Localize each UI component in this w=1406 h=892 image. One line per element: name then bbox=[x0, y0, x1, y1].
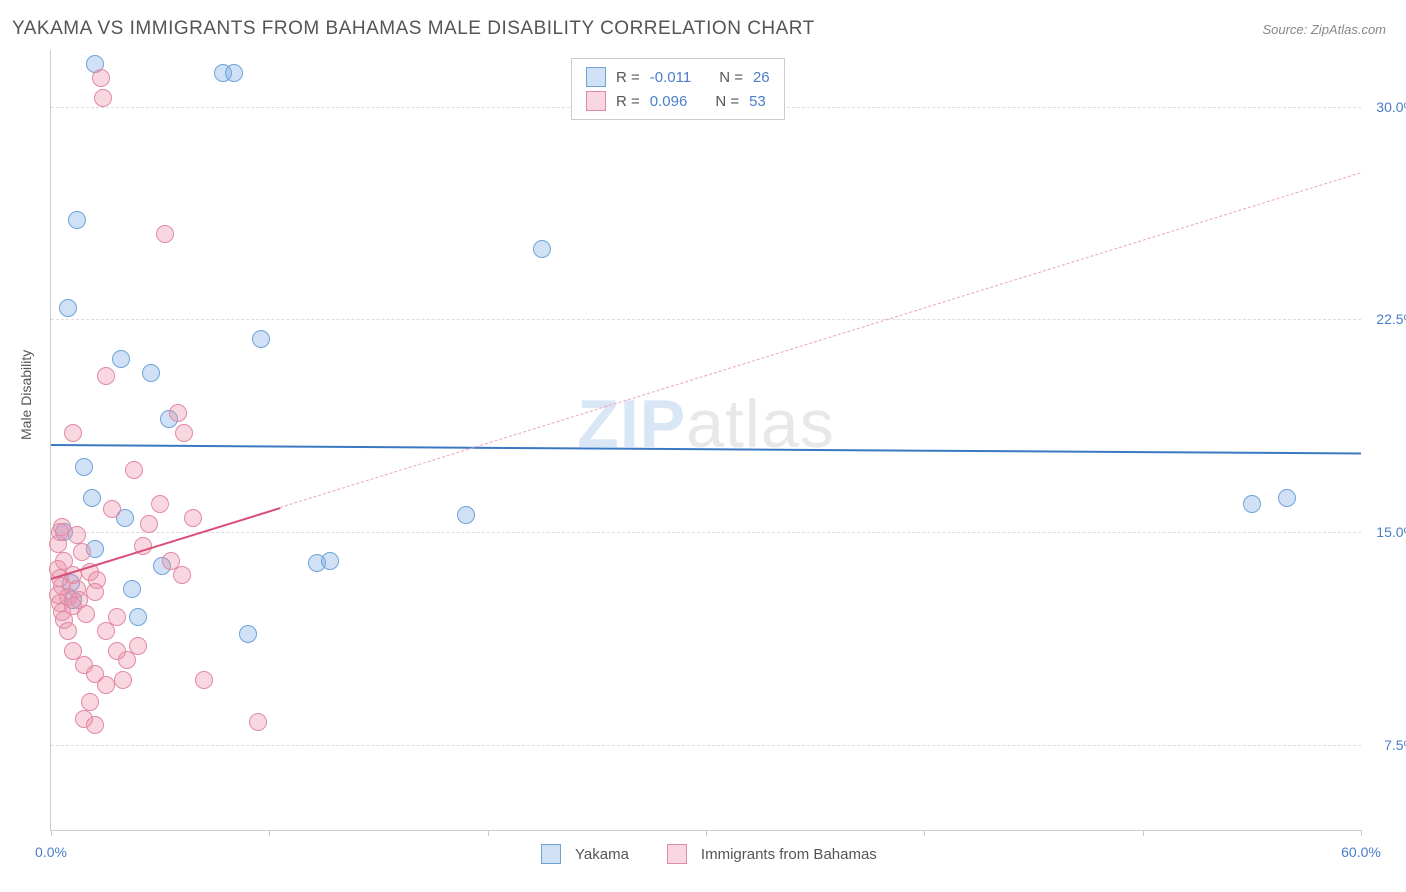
trend-line bbox=[280, 172, 1361, 508]
legend-swatch-bahamas bbox=[586, 91, 606, 111]
legend-row-yakama: R = -0.011 N = 26 bbox=[586, 65, 770, 89]
data-point bbox=[195, 671, 213, 689]
data-point bbox=[142, 364, 160, 382]
y-tick-label: 7.5% bbox=[1384, 737, 1406, 753]
data-point bbox=[92, 69, 110, 87]
x-tick-label: 60.0% bbox=[1341, 844, 1381, 860]
n-value-yakama: 26 bbox=[753, 69, 770, 86]
data-point bbox=[68, 211, 86, 229]
data-point bbox=[252, 330, 270, 348]
x-tick bbox=[1143, 830, 1144, 836]
data-point bbox=[86, 716, 104, 734]
data-point bbox=[129, 637, 147, 655]
data-point bbox=[169, 404, 187, 422]
y-tick-label: 30.0% bbox=[1376, 99, 1406, 115]
y-tick-label: 15.0% bbox=[1376, 524, 1406, 540]
data-point bbox=[173, 566, 191, 584]
watermark: ZIPatlas bbox=[577, 385, 834, 463]
data-point bbox=[321, 552, 339, 570]
data-point bbox=[175, 424, 193, 442]
data-point bbox=[75, 458, 93, 476]
gridline bbox=[51, 319, 1361, 320]
data-point bbox=[108, 642, 126, 660]
data-point bbox=[225, 64, 243, 82]
data-point bbox=[249, 713, 267, 731]
data-point bbox=[123, 580, 141, 598]
data-point bbox=[184, 509, 202, 527]
data-point bbox=[1278, 489, 1296, 507]
correlation-legend: R = -0.011 N = 26 R = 0.096 N = 53 bbox=[571, 58, 785, 120]
gridline bbox=[51, 532, 1361, 533]
gridline bbox=[51, 745, 1361, 746]
n-label: N = bbox=[715, 93, 739, 110]
data-point bbox=[64, 424, 82, 442]
chart-title: YAKAMA VS IMMIGRANTS FROM BAHAMAS MALE D… bbox=[12, 18, 815, 40]
series-legend: Yakama Immigrants from Bahamas bbox=[541, 844, 877, 864]
trend-line bbox=[51, 444, 1361, 455]
x-tick bbox=[924, 830, 925, 836]
data-point bbox=[239, 625, 257, 643]
legend-swatch-bahamas bbox=[667, 844, 687, 864]
data-point bbox=[108, 608, 126, 626]
legend-label-bahamas: Immigrants from Bahamas bbox=[701, 846, 877, 863]
r-label: R = bbox=[616, 69, 640, 86]
data-point bbox=[112, 350, 130, 368]
data-point bbox=[457, 506, 475, 524]
x-tick bbox=[488, 830, 489, 836]
legend-row-bahamas: R = 0.096 N = 53 bbox=[586, 89, 770, 113]
x-tick bbox=[51, 830, 52, 836]
x-tick-label: 0.0% bbox=[35, 844, 67, 860]
data-point bbox=[59, 299, 77, 317]
data-point bbox=[125, 461, 143, 479]
plot-area: ZIPatlas R = -0.011 N = 26 R = 0.096 N =… bbox=[50, 50, 1361, 831]
x-tick bbox=[1361, 830, 1362, 836]
data-point bbox=[81, 693, 99, 711]
watermark-part2: atlas bbox=[686, 386, 835, 462]
r-label: R = bbox=[616, 93, 640, 110]
x-tick bbox=[269, 830, 270, 836]
data-point bbox=[86, 583, 104, 601]
legend-label-yakama: Yakama bbox=[575, 846, 629, 863]
legend-swatch-yakama bbox=[586, 67, 606, 87]
x-tick bbox=[706, 830, 707, 836]
data-point bbox=[68, 526, 86, 544]
data-point bbox=[129, 608, 147, 626]
data-point bbox=[533, 240, 551, 258]
data-point bbox=[156, 225, 174, 243]
n-label: N = bbox=[719, 69, 743, 86]
y-axis-title: Male Disability bbox=[18, 350, 34, 440]
data-point bbox=[151, 495, 169, 513]
data-point bbox=[83, 489, 101, 507]
y-tick-label: 22.5% bbox=[1376, 311, 1406, 327]
data-point bbox=[77, 605, 95, 623]
data-point bbox=[94, 89, 112, 107]
data-point bbox=[97, 676, 115, 694]
data-point bbox=[140, 515, 158, 533]
source-attribution: Source: ZipAtlas.com bbox=[1262, 22, 1386, 37]
data-point bbox=[103, 500, 121, 518]
legend-swatch-yakama bbox=[541, 844, 561, 864]
data-point bbox=[73, 543, 91, 561]
data-point bbox=[1243, 495, 1261, 513]
data-point bbox=[59, 622, 77, 640]
data-point bbox=[114, 671, 132, 689]
r-value-bahamas: 0.096 bbox=[650, 93, 688, 110]
r-value-yakama: -0.011 bbox=[650, 69, 691, 86]
data-point bbox=[49, 535, 67, 553]
n-value-bahamas: 53 bbox=[749, 93, 766, 110]
data-point bbox=[97, 367, 115, 385]
